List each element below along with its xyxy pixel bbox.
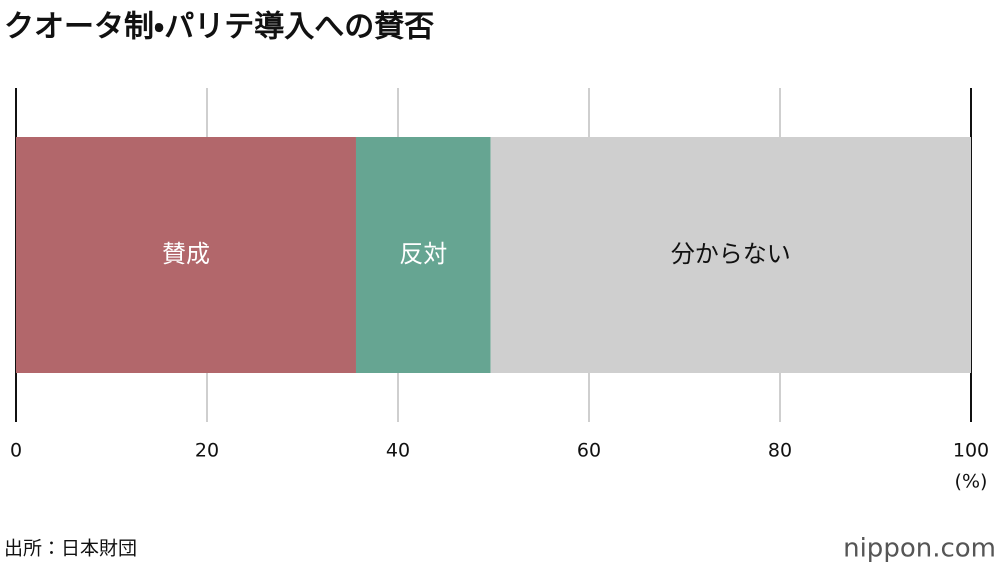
- x-axis-label: (%): [955, 471, 988, 493]
- x-tick-label: 60: [577, 440, 601, 462]
- bar-segment: [355, 137, 491, 373]
- x-tick-label: 20: [195, 440, 219, 462]
- source: 出所：日本財団: [4, 538, 137, 560]
- brand-logo: nippon.com: [843, 534, 996, 564]
- bar-segment: [16, 137, 356, 373]
- x-tick-label: 0: [10, 440, 22, 462]
- x-tick-label: 100: [953, 440, 989, 462]
- segment-label: 反対: [399, 240, 447, 268]
- bar-segment: [490, 137, 971, 373]
- x-tick-label: 40: [386, 440, 410, 462]
- segment-label: 賛成: [162, 240, 210, 268]
- chart-title: クオータ制・パリテ導入への賛否: [4, 10, 434, 45]
- segment-label: 分からない: [671, 240, 791, 268]
- x-tick-label: 80: [768, 440, 792, 462]
